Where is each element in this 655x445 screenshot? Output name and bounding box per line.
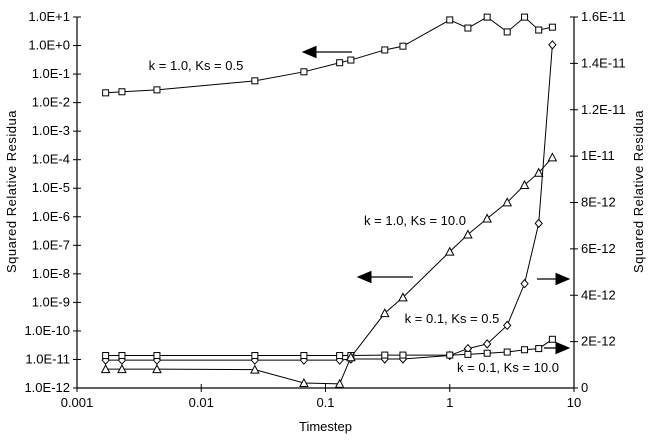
right-axis-title: Squared Relative Residua bbox=[631, 110, 646, 274]
square-marker bbox=[300, 352, 308, 360]
diamond-marker bbox=[548, 40, 557, 50]
square-marker bbox=[535, 26, 543, 34]
triangle-marker bbox=[482, 213, 492, 223]
square-marker bbox=[102, 352, 110, 360]
diamond-marker bbox=[482, 339, 492, 349]
left-axis-tick-label: 1.0E-3 bbox=[32, 123, 70, 138]
left-axis-tick-label: 1.0E-7 bbox=[32, 237, 70, 252]
triangle-marker bbox=[117, 364, 127, 374]
x-axis-tick-label: 0.01 bbox=[189, 395, 214, 410]
square-marker bbox=[118, 352, 126, 360]
x-axis-tick-label: 1 bbox=[446, 395, 453, 410]
square-marker bbox=[251, 352, 259, 360]
square-marker bbox=[300, 68, 308, 76]
left-axis-title: Squared Relative Residua bbox=[4, 110, 19, 274]
square-marker bbox=[153, 352, 161, 360]
series-line bbox=[105, 16, 553, 94]
right-arrow-head bbox=[555, 272, 571, 286]
square-marker bbox=[102, 89, 110, 97]
right-arrow-head bbox=[555, 341, 571, 355]
right-axis-tick-label: 1.2E-11 bbox=[581, 102, 626, 117]
right-axis-tick-label: 1.6E-11 bbox=[581, 9, 626, 24]
right-axis-tick-label: 1.4E-11 bbox=[581, 55, 626, 70]
left-axis-tick-label: 1.0E-5 bbox=[32, 180, 70, 195]
square-marker bbox=[464, 350, 472, 358]
right-axis-tick-label: 0 bbox=[581, 380, 588, 395]
right-axis-tick-label: 8E-12 bbox=[581, 195, 616, 210]
series-annotation: k = 1.0, Ks = 0.5 bbox=[149, 58, 244, 73]
square-marker bbox=[503, 28, 511, 36]
square-marker bbox=[521, 346, 529, 354]
triangle-marker bbox=[519, 179, 530, 189]
left-axis-tick-label: 1.0E-2 bbox=[32, 95, 70, 110]
left-axis-tick-label: 1.0E-12 bbox=[24, 380, 70, 395]
square-marker bbox=[336, 352, 344, 360]
square-marker bbox=[548, 335, 556, 343]
square-marker bbox=[153, 86, 161, 94]
triangle-marker bbox=[463, 229, 473, 239]
square-marker bbox=[251, 77, 259, 85]
diamond-marker bbox=[534, 218, 543, 229]
x-axis-title: Timestep bbox=[299, 419, 352, 434]
series-annotation: k = 0.1, Ks = 0.5 bbox=[405, 311, 500, 326]
square-marker bbox=[381, 46, 389, 54]
triangle-marker bbox=[299, 377, 309, 387]
square-marker bbox=[521, 13, 529, 21]
left-axis-tick-label: 1.0E+1 bbox=[28, 9, 70, 24]
diamond-marker bbox=[520, 278, 529, 289]
triangle-marker bbox=[250, 364, 260, 374]
left-axis-tick-label: 1.0E-9 bbox=[32, 294, 70, 309]
left-axis-tick-label: 1.0E-6 bbox=[32, 209, 70, 224]
right-axis-tick-label: 4E-12 bbox=[581, 287, 616, 302]
left-axis-tick-label: 1.0E-11 bbox=[25, 351, 70, 366]
square-marker bbox=[446, 351, 454, 359]
triangle-marker bbox=[334, 378, 345, 388]
right-axis-tick-label: 1E-11 bbox=[581, 148, 615, 163]
triangle-marker bbox=[379, 308, 390, 318]
triangle-marker bbox=[346, 352, 356, 362]
square-marker bbox=[483, 349, 491, 357]
square-marker bbox=[399, 42, 407, 50]
square-marker bbox=[483, 13, 491, 21]
square-marker bbox=[118, 88, 126, 96]
square-marker bbox=[336, 59, 344, 67]
square-marker bbox=[548, 23, 556, 31]
series-line bbox=[105, 44, 553, 361]
series-annotation: k = 0.1, Ks = 10.0 bbox=[457, 360, 559, 375]
left-arrow-head bbox=[301, 45, 317, 59]
triangle-marker bbox=[444, 246, 455, 256]
square-marker bbox=[464, 24, 472, 32]
series-annotation: k = 1.0, Ks = 10.0 bbox=[364, 213, 466, 228]
triangle-marker bbox=[398, 292, 408, 302]
x-axis-tick-label: 0.001 bbox=[61, 395, 94, 410]
triangle-marker bbox=[502, 197, 513, 207]
left-axis-tick-label: 1.0E-1 bbox=[32, 66, 70, 81]
square-marker bbox=[446, 16, 454, 24]
right-axis-tick-label: 2E-12 bbox=[581, 334, 616, 349]
left-axis-tick-label: 1.0E+0 bbox=[28, 38, 70, 53]
left-arrow-head bbox=[356, 270, 372, 284]
x-axis-tick-label: 10 bbox=[567, 395, 581, 410]
triangle-marker bbox=[533, 167, 544, 177]
triangle-marker bbox=[100, 364, 111, 374]
square-marker bbox=[503, 348, 511, 356]
square-marker bbox=[381, 351, 389, 359]
series-line bbox=[105, 157, 553, 385]
left-axis-tick-label: 1.0E-4 bbox=[32, 152, 70, 167]
square-marker bbox=[399, 351, 407, 359]
triangle-marker bbox=[152, 364, 162, 374]
series-line bbox=[105, 338, 553, 357]
left-axis-tick-label: 1.0E-10 bbox=[24, 323, 70, 338]
square-marker bbox=[347, 56, 355, 64]
x-axis-tick-label: 0.1 bbox=[316, 395, 334, 410]
triangle-marker bbox=[547, 152, 558, 162]
right-axis-tick-label: 6E-12 bbox=[581, 241, 616, 256]
left-axis-tick-label: 1.0E-8 bbox=[32, 266, 70, 281]
square-marker bbox=[535, 345, 543, 353]
diamond-marker bbox=[503, 320, 512, 331]
